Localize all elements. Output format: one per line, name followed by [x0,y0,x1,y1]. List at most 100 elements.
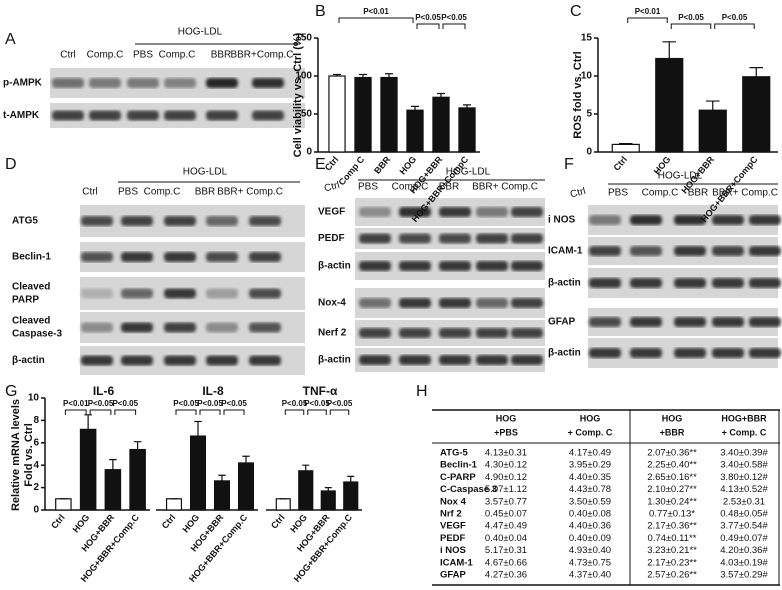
blot-band [589,317,621,327]
table-cell: 0.74±0.11** [648,533,697,544]
significance-label: P<0.01 [63,399,89,408]
table-cell: 4.40±0.35 [569,472,611,483]
row-label: Nerf 2 [318,328,347,339]
blot-band [127,78,159,88]
blot-band [399,298,431,308]
x-tick-label: BBR [372,154,393,176]
error-bar [218,474,226,481]
table-cell: 0.48±0.05# [720,509,768,520]
blot-band [749,278,781,288]
table-header: HOG+BBR [721,413,767,423]
blot-band [206,78,238,88]
blot-band [121,216,153,226]
blot-band [749,215,781,225]
error-bar [384,73,394,78]
row-label: Cleaved [12,316,50,327]
table-cell: 2.17±0.23** [647,557,697,568]
table-cell: 0.77±0.13* [649,509,695,520]
blot-band [206,288,238,299]
significance-label: P<0.05 [197,399,223,408]
significance-label: P<0.05 [112,399,138,408]
blot-band [81,252,113,262]
table-cell: 3.95±0.29 [569,460,611,471]
row-label: PARP [12,295,39,306]
table-cell: 2.65±0.16** [647,472,697,483]
bar [298,470,314,511]
table-cell: 4.47±0.49 [485,521,527,532]
blot-band [164,355,196,366]
blot-band [359,233,391,244]
x-tick-label: Ctrl [49,512,67,530]
blot-band [589,278,621,288]
blot-band [127,110,159,121]
bar [79,428,97,511]
lane-label: BBR [439,182,460,193]
table-cell: 4.67±0.66 [485,557,527,568]
error-bar [332,73,342,76]
row-label: PEDF [318,233,345,244]
significance-bracket [64,409,87,415]
y-axis-label: Relative mRNA levels [10,399,22,511]
error-bar [410,105,420,111]
panel-label: A [5,31,16,48]
table-header: +BBR [660,427,685,437]
y-axis-label: Fold vs. Ctrl [23,423,35,487]
blot-band [476,207,508,217]
lane-label: Comp.C [87,50,124,61]
table-header: + Comp. C [722,427,767,437]
blot-band [439,233,471,244]
lane-label: Comp.C [144,187,181,198]
blot-band [712,246,744,256]
chart-title: IL-6 [93,384,115,398]
blot-band [630,215,662,225]
blot-band [511,298,543,308]
significance-bracket [199,409,221,415]
table-cell: 5.07±1.12 [485,484,527,495]
table-cell: 3.77±0.54# [720,521,768,532]
table-cell: 0.45±0.07 [485,509,527,520]
blot-band [52,110,84,121]
lane-label: PBS [133,50,153,61]
bar [611,143,640,153]
y-tick-label: 10 [28,393,40,404]
blot-band [674,278,706,288]
row-header: C-Caspase 3 [440,484,497,495]
panel-label: B [315,3,326,20]
blot-band [359,261,391,271]
blot-band [674,348,706,358]
group-label: HOG-LDL [178,27,223,38]
y-tick-label: 5 [586,109,592,120]
significance-label: P<0.05 [441,13,467,22]
blot-band [439,298,471,308]
blot-band [206,216,238,226]
significance-bracket [114,409,137,415]
y-tick-label: 100 [295,71,312,82]
bar [55,498,72,511]
blot-band [164,78,196,88]
error-bar [662,41,676,59]
significance-label: P<0.05 [678,13,704,22]
table-cell: 2.25±0.40** [647,460,697,471]
chart-title: IL-8 [202,384,224,398]
table-cell: 4.13±0.31 [485,448,527,459]
bar [655,57,684,153]
table-cell: 3.57±0.29# [720,570,768,581]
error-bar [749,67,763,77]
y-tick-label: 4 [33,460,39,471]
significance-bracket [714,23,755,29]
lane-label: Comp.C [159,50,196,61]
blot-band [439,207,471,217]
blot-band [630,348,662,358]
table-cell: 2.07±0.36** [647,448,697,459]
blot-band [164,252,196,262]
table-cell: 4.13±0.52# [720,484,768,495]
bar [380,76,398,153]
blot-band [89,110,121,121]
y-tick-label: 0 [586,147,592,158]
significance-bracket [442,23,466,29]
significance-label: P<0.05 [221,399,247,408]
blot-band [164,216,196,226]
blot-band [252,78,284,88]
row-header: GFAP [440,570,467,581]
row-label: GFAP [548,317,576,328]
